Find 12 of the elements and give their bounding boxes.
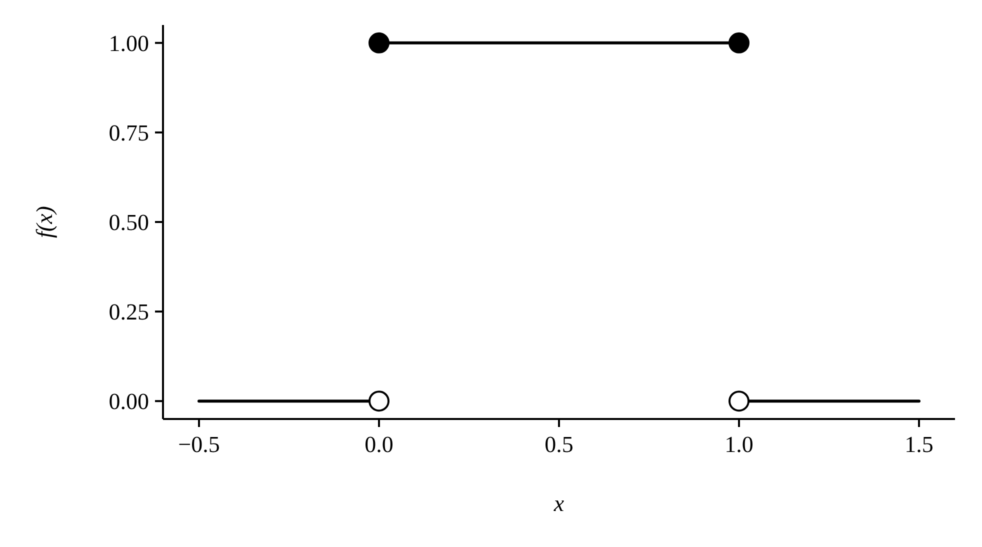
y-tick-label: 0.50 (108, 210, 149, 236)
y-tick-label: 0.75 (108, 120, 149, 146)
x-tick-label: −0.5 (178, 432, 220, 457)
y-tick-label: 0.00 (108, 389, 149, 414)
x-tick-label: 0.0 (364, 432, 394, 457)
y-tick-label: 1.00 (108, 30, 149, 56)
y-axis-title: f(x) (32, 206, 57, 238)
x-tick-label: 1.5 (904, 432, 934, 457)
x-tick-label: 0.5 (544, 432, 574, 457)
x-tick-label: 1.0 (724, 432, 754, 457)
x-axis-title: x (552, 491, 565, 516)
y-tick-label: 0.25 (108, 300, 149, 325)
